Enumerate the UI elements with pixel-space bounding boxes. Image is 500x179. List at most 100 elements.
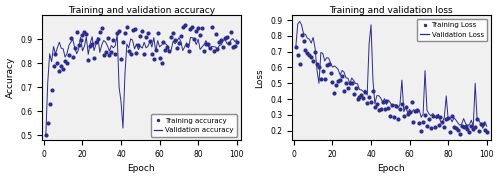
- Point: [57, 64, 65, 67]
- Point: [46, 103, 54, 106]
- Point: [344, 87, 352, 90]
- Point: [338, 75, 346, 78]
- Point: [416, 121, 424, 124]
- Point: [440, 126, 448, 129]
- Point: [365, 95, 373, 98]
- Point: [473, 118, 481, 121]
- Point: [225, 42, 233, 44]
- Point: [328, 81, 336, 83]
- Point: [369, 90, 377, 93]
- Point: [317, 77, 325, 80]
- Point: [50, 64, 58, 67]
- Point: [396, 108, 404, 111]
- Point: [313, 63, 321, 66]
- Point: [477, 123, 485, 126]
- Point: [223, 36, 231, 39]
- Point: [72, 31, 80, 34]
- Point: [98, 27, 106, 30]
- Point: [110, 39, 118, 42]
- Point: [177, 34, 185, 37]
- Point: [324, 62, 332, 65]
- Point: [65, 53, 73, 56]
- Point: [44, 122, 52, 125]
- Point: [188, 25, 196, 28]
- Point: [42, 134, 50, 137]
- Point: [471, 125, 479, 128]
- Point: [208, 26, 216, 29]
- Point: [59, 67, 67, 70]
- Point: [479, 123, 487, 126]
- Point: [388, 103, 396, 106]
- Point: [229, 46, 237, 49]
- Point: [173, 46, 181, 49]
- Point: [190, 38, 198, 41]
- Point: [466, 131, 473, 134]
- Point: [425, 118, 433, 120]
- Point: [475, 129, 483, 132]
- Point: [448, 114, 456, 117]
- Point: [124, 49, 132, 52]
- Point: [158, 62, 166, 65]
- Point: [376, 108, 384, 111]
- Point: [160, 40, 168, 43]
- Point: [436, 115, 444, 118]
- Point: [136, 34, 144, 37]
- Point: [202, 43, 210, 46]
- X-axis label: Epoch: Epoch: [128, 165, 155, 173]
- Point: [144, 31, 152, 34]
- Point: [421, 113, 429, 116]
- Point: [92, 40, 100, 43]
- Point: [306, 53, 314, 56]
- Point: [452, 127, 460, 129]
- Point: [311, 50, 319, 53]
- Point: [169, 32, 177, 34]
- Point: [192, 30, 200, 32]
- Point: [438, 120, 446, 123]
- Point: [309, 59, 317, 62]
- Point: [394, 118, 402, 120]
- Point: [111, 53, 119, 55]
- Point: [456, 132, 464, 135]
- Point: [454, 128, 462, 131]
- Title: Training and validation accuracy: Training and validation accuracy: [68, 6, 215, 14]
- Point: [48, 88, 56, 91]
- Point: [78, 34, 86, 37]
- Point: [150, 57, 158, 60]
- Point: [423, 125, 431, 128]
- Point: [113, 32, 121, 35]
- Point: [340, 90, 348, 93]
- Point: [117, 57, 125, 60]
- Point: [104, 36, 112, 39]
- Point: [138, 30, 146, 33]
- Y-axis label: Loss: Loss: [256, 68, 264, 88]
- Point: [346, 81, 354, 84]
- Point: [74, 44, 82, 47]
- Point: [156, 57, 164, 60]
- Point: [142, 36, 150, 39]
- Point: [152, 49, 160, 52]
- Point: [63, 62, 71, 64]
- Point: [88, 43, 96, 46]
- Point: [371, 106, 379, 108]
- Y-axis label: Accuracy: Accuracy: [6, 57, 15, 98]
- Point: [84, 58, 92, 61]
- Point: [382, 100, 390, 102]
- Legend: Training accuracy, Validation accuracy: Training accuracy, Validation accuracy: [150, 114, 237, 137]
- Point: [148, 53, 156, 56]
- Point: [220, 45, 228, 48]
- Point: [356, 96, 364, 99]
- Point: [414, 109, 422, 112]
- Point: [358, 94, 366, 97]
- Point: [70, 46, 78, 49]
- Point: [179, 25, 187, 28]
- Point: [412, 110, 420, 112]
- Point: [196, 34, 204, 37]
- Point: [76, 38, 84, 41]
- Point: [406, 111, 413, 114]
- Point: [115, 30, 123, 32]
- Point: [86, 44, 94, 47]
- Point: [221, 36, 229, 39]
- Point: [210, 49, 218, 52]
- Point: [307, 55, 315, 58]
- Point: [373, 102, 381, 105]
